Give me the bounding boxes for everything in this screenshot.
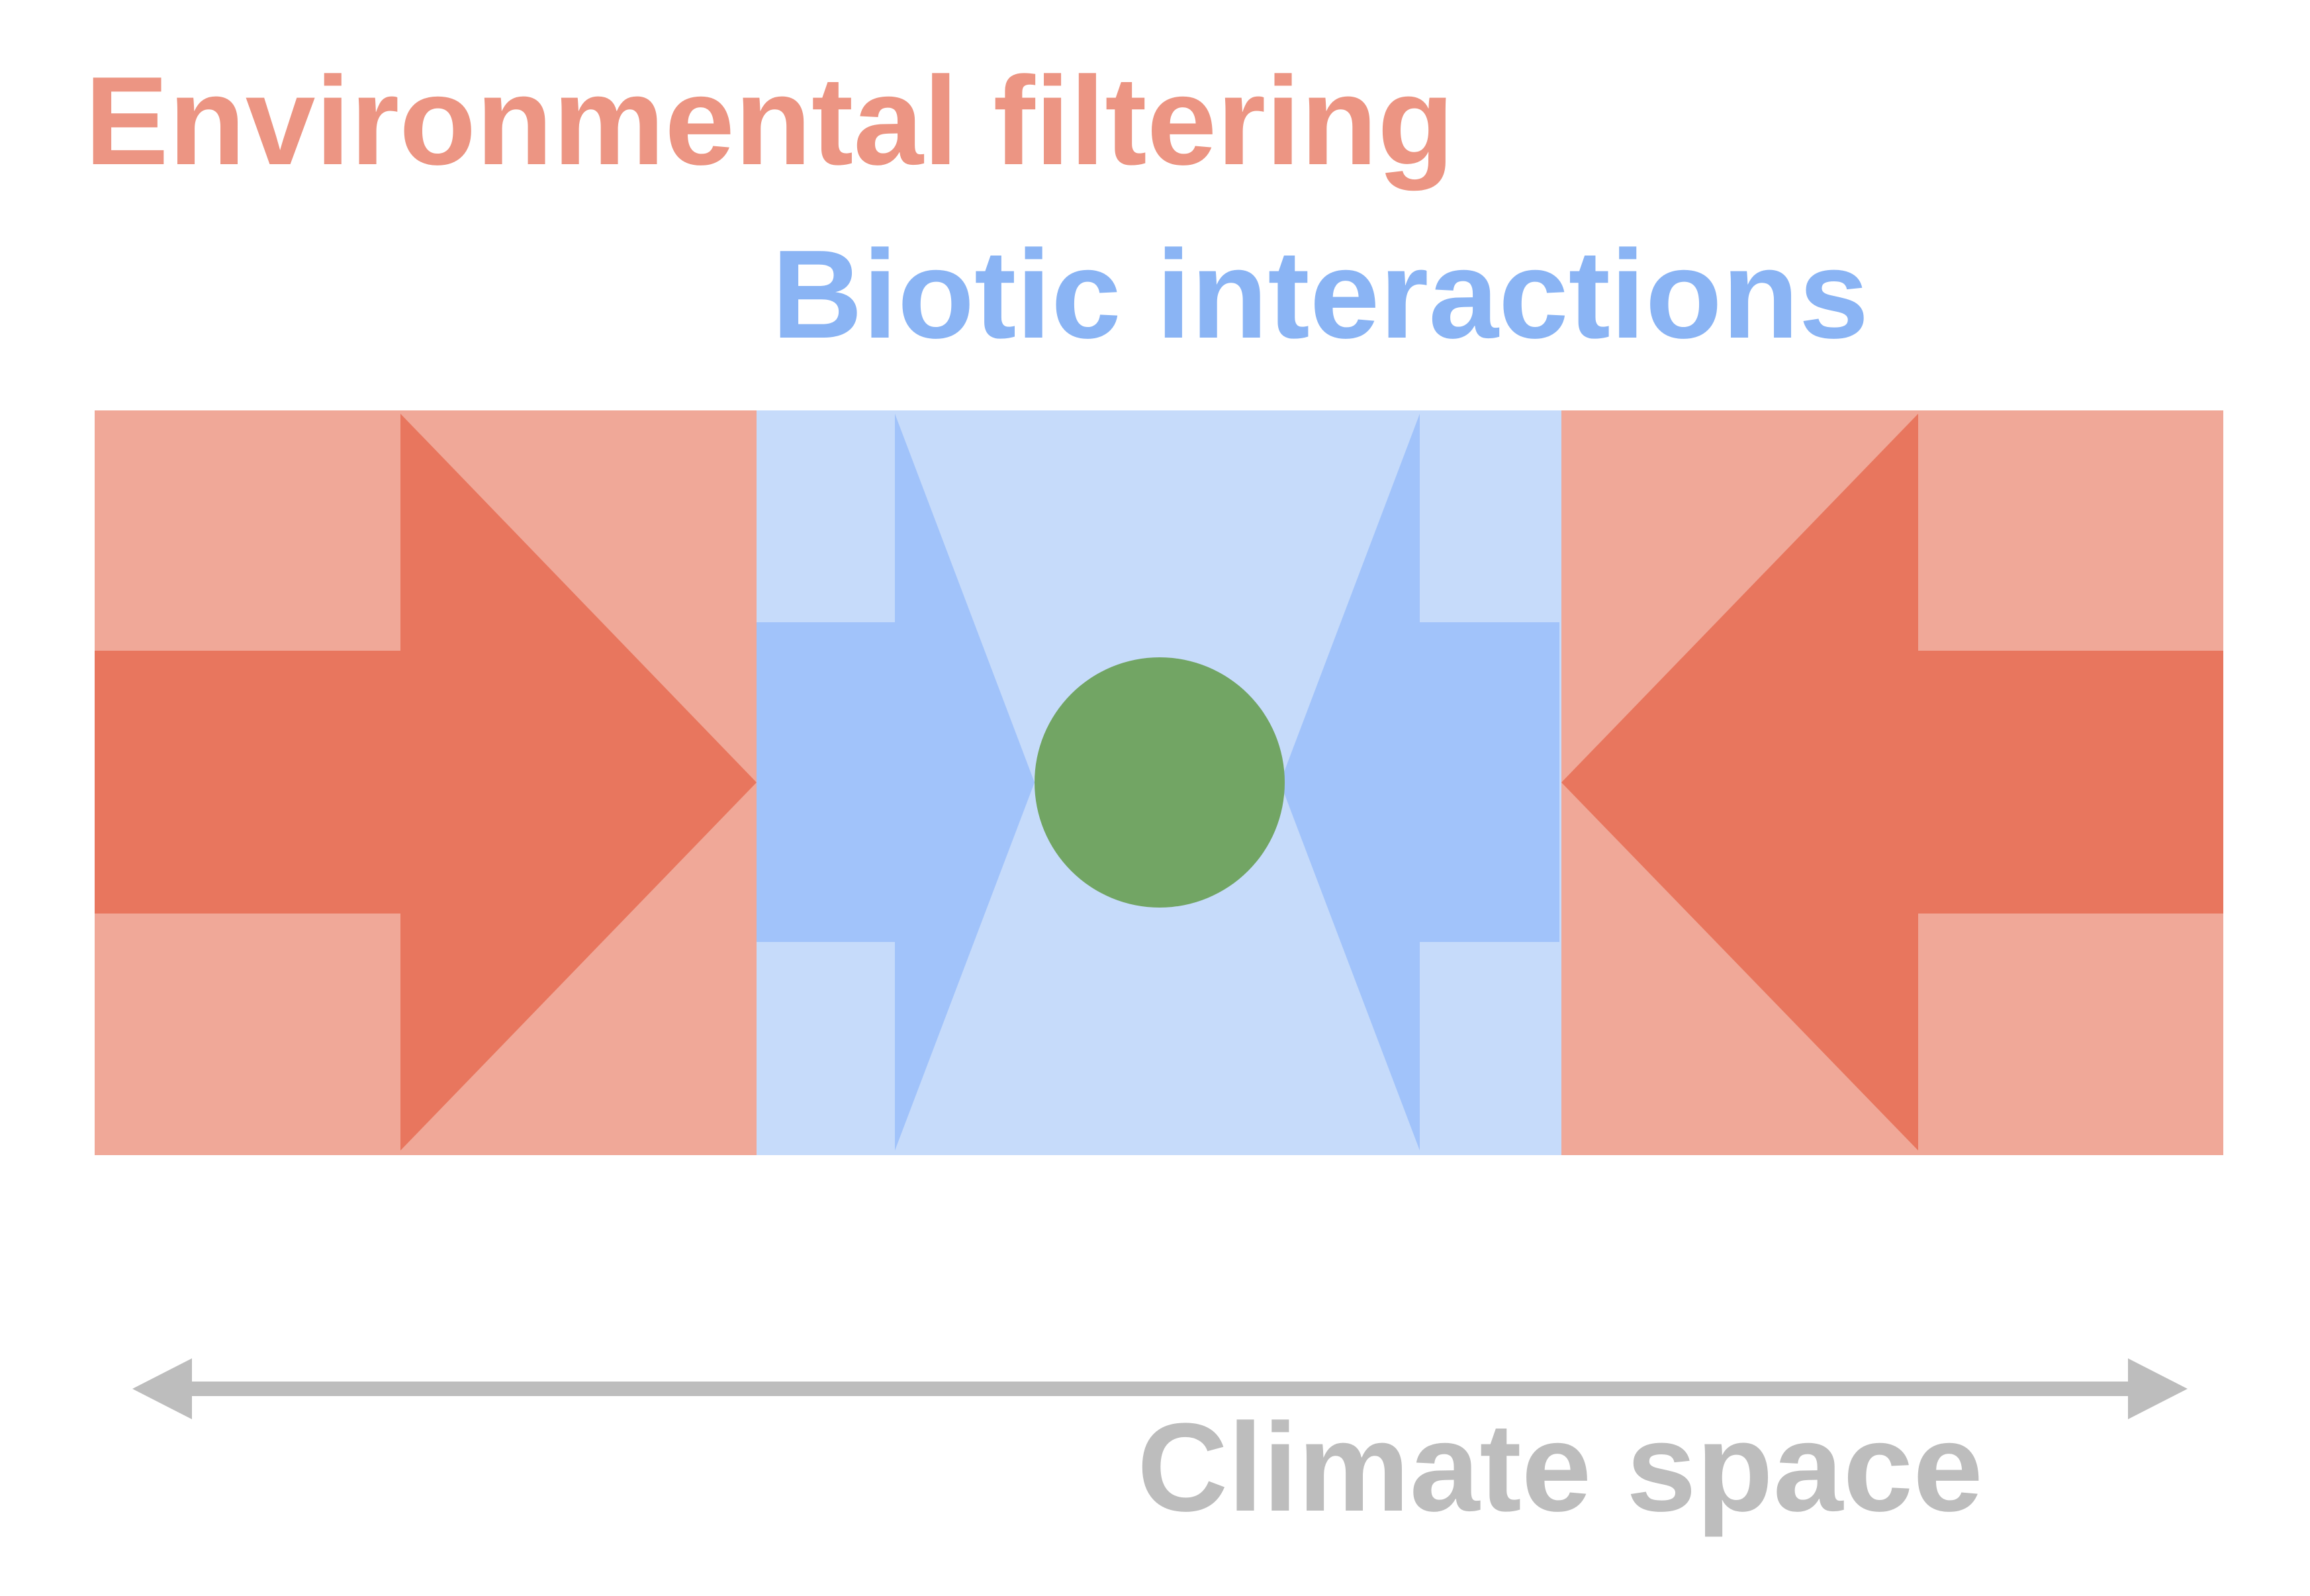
axis-left-arrowhead-icon bbox=[132, 1358, 192, 1419]
right-biotic-arrow bbox=[1280, 414, 1559, 1150]
left-biotic-arrow bbox=[757, 414, 1035, 1150]
left-environmental-arrow bbox=[95, 414, 757, 1150]
axis-right-arrowhead-icon bbox=[2128, 1358, 2188, 1419]
climate-space-label: Climate space bbox=[1137, 1397, 1983, 1538]
biotic-interactions-label: Biotic interactions bbox=[772, 224, 1869, 365]
niche-circle bbox=[1035, 657, 1285, 908]
right-environmental-arrow bbox=[1561, 414, 2223, 1150]
environmental-filtering-label: Environmental filtering bbox=[85, 51, 1454, 191]
